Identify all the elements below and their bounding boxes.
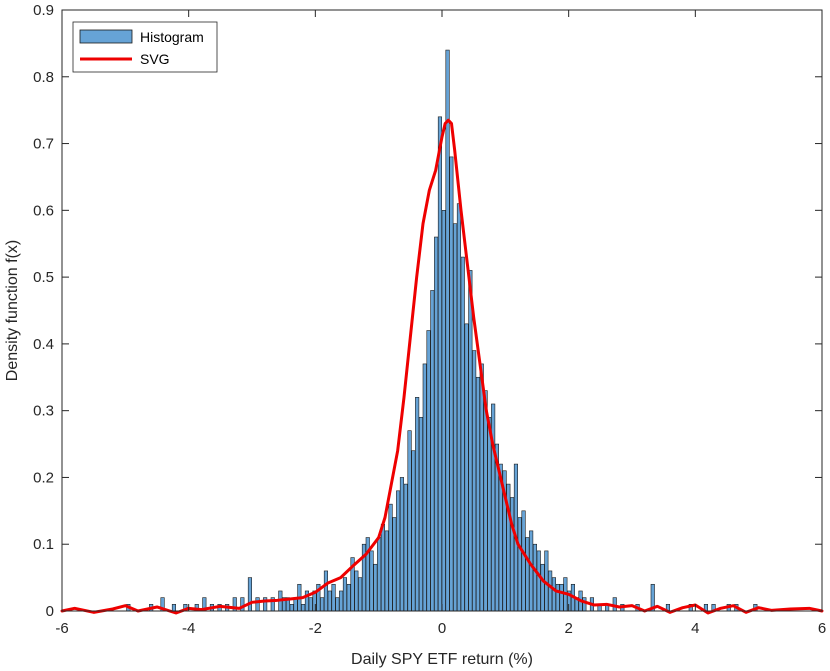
histogram-bar	[437, 116, 443, 612]
histogram-bar	[354, 570, 359, 612]
histogram-bar	[335, 597, 340, 612]
histogram-bar	[445, 49, 450, 612]
histogram-bar	[392, 517, 397, 612]
histogram-bar	[426, 330, 431, 612]
y-tick-label: 0.9	[33, 2, 54, 19]
histogram-bar	[323, 570, 329, 612]
histogram-bar	[411, 450, 416, 612]
histogram-bar	[369, 550, 374, 612]
x-tick-label: 6	[818, 620, 826, 637]
legend-swatch-histogram	[79, 29, 133, 44]
histogram-bar	[510, 497, 515, 612]
histogram-bar	[472, 350, 477, 612]
legend-label-svg: SVG	[140, 51, 170, 67]
x-tick-label: -4	[182, 620, 195, 637]
histogram-bar	[339, 590, 344, 612]
histogram-bar	[521, 510, 526, 612]
svg-density-line	[60, 118, 824, 615]
y-tick-label: 0.1	[33, 536, 54, 553]
histogram-bar	[532, 543, 538, 612]
histogram-bar	[255, 597, 260, 612]
histogram-bar	[403, 483, 408, 612]
histogram-bar	[582, 597, 587, 612]
histogram-bar	[468, 270, 473, 612]
histogram-bar	[377, 537, 382, 612]
histogram-bar	[396, 490, 401, 612]
y-axis-ticks: 0 0.1 0.2 0.3 0.4 0.5 0.6 0.7 0.8 0.9	[33, 2, 822, 620]
y-tick-label: 0.4	[33, 336, 54, 353]
histogram-bar	[327, 590, 332, 612]
histogram-bar	[388, 503, 393, 612]
histogram-bar	[551, 577, 557, 612]
histogram-bar	[430, 290, 435, 612]
histogram-bar	[289, 604, 294, 612]
x-tick-label: -6	[55, 620, 68, 637]
histogram-bar	[346, 583, 351, 612]
histogram-bar	[460, 256, 465, 612]
y-tick-label: 0.8	[33, 69, 54, 86]
histogram-bar	[320, 597, 325, 612]
histogram-bar	[453, 223, 458, 612]
histogram-bar	[479, 363, 484, 612]
legend: Histogram SVG	[72, 21, 218, 73]
histogram-bar	[358, 577, 363, 612]
x-tick-label: 0	[438, 620, 446, 637]
histogram-bar	[559, 583, 564, 612]
histogram-bars	[126, 49, 758, 612]
histogram-bar	[384, 530, 389, 612]
histogram-bar	[434, 236, 439, 612]
histogram-bar	[487, 417, 492, 612]
histogram-bar	[525, 537, 530, 612]
histogram-bar	[449, 156, 454, 612]
histogram-bar	[517, 517, 522, 612]
histogram-bar	[247, 577, 252, 612]
histogram-bar	[536, 550, 541, 612]
x-axis-ticks: -6 -4 -2 0 2 4 6	[55, 10, 826, 637]
histogram-bar	[418, 417, 424, 612]
histogram-bar	[171, 604, 176, 612]
y-tick-label: 0.7	[33, 136, 54, 153]
histogram-bar	[331, 583, 336, 612]
histogram-bar	[540, 563, 545, 612]
y-tick-label: 0.5	[33, 269, 54, 286]
histogram-bar	[373, 563, 378, 612]
legend-label-histogram: Histogram	[140, 29, 204, 45]
histogram-bar	[380, 523, 386, 612]
histogram-bar	[415, 397, 420, 612]
histogram-bar	[422, 363, 427, 612]
histogram-bar	[301, 604, 306, 612]
y-tick-label: 0	[46, 603, 54, 620]
x-axis-label: Daily SPY ETF return (%)	[351, 651, 533, 668]
histogram-bar	[308, 597, 313, 612]
y-axis-label: Density function f(x)	[4, 240, 21, 381]
histogram-bar	[399, 477, 405, 612]
histogram-bar	[483, 390, 488, 612]
x-tick-label: 4	[691, 620, 699, 637]
histogram-bar	[456, 203, 462, 612]
histogram-bar	[529, 530, 534, 612]
x-tick-label: -2	[309, 620, 322, 637]
x-tick-label: 2	[564, 620, 572, 637]
y-tick-label: 0.2	[33, 469, 54, 486]
histogram-bar	[548, 570, 553, 612]
y-tick-label: 0.6	[33, 202, 54, 219]
histogram-bar	[555, 583, 560, 612]
histogram-bar	[407, 430, 412, 612]
histogram-bar	[342, 577, 348, 612]
histogram-bar	[475, 376, 481, 612]
y-tick-label: 0.3	[33, 403, 54, 420]
histogram-bar	[464, 323, 469, 612]
histogram-bar	[441, 210, 446, 612]
